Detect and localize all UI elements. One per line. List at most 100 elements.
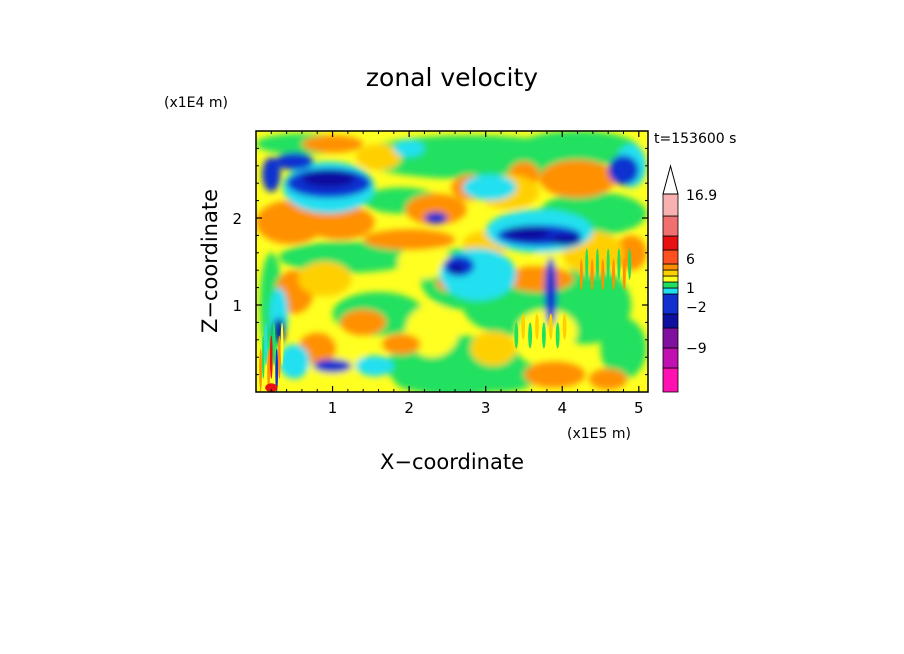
field-contour [264,322,268,366]
field-contour [262,157,281,192]
colorbar [662,164,679,393]
y-tick-label: 1 [232,297,242,315]
y-axis-title: Z−coordinate [198,189,222,333]
field-contour [424,211,448,225]
field-contour [313,358,352,373]
field-contour [589,368,628,390]
field-contour [539,159,616,198]
field-contour [275,348,279,392]
field-contour [617,248,621,280]
colorbar-segment [662,215,679,237]
y-unit-label: (x1E4 m) [164,95,228,111]
field-contour [562,313,567,340]
field-contour [462,357,540,392]
field-contour [600,318,647,379]
colorbar-segment [662,263,679,271]
colorbar-label: −9 [686,341,707,357]
field-contour [397,244,452,279]
field-contour [265,383,278,392]
field-contour [622,258,626,291]
field-contour [305,204,375,240]
field-contour [259,348,262,392]
field-contour [555,322,560,349]
field-contour [516,131,639,166]
field-contour [585,248,589,280]
field-contour [355,355,394,377]
field-contour [470,331,517,366]
field-contour [514,322,519,349]
x-tick-label: 1 [328,399,338,417]
field-contour [382,333,421,355]
field-contour [521,313,526,340]
field-contour [628,248,632,280]
heatmap-field [256,131,648,392]
field-contour [278,344,310,379]
colorbar-label: 1 [686,281,695,297]
plot-frame [255,130,649,393]
colorbar-segment [662,281,679,289]
field-contour [541,322,546,349]
field-contour [363,229,456,251]
field-contour [590,258,594,291]
field-contour [462,174,517,201]
y-tick-label: 2 [232,210,242,228]
x-axis-title: X−coordinate [380,450,524,474]
field-contour [523,361,586,388]
x-axis-ticks: 1 2 3 4 5 [270,131,644,417]
field-contour [579,258,583,291]
colorbar-labels: 16.9 6 1 −2 −9 [686,188,717,357]
field-contour [277,335,281,379]
colorbar-segment [662,269,679,277]
field-contour [256,200,325,245]
colorbar-segment [662,347,679,369]
field-contour [301,135,364,153]
colorbar-label: 16.9 [686,188,717,204]
colorbar-label: 6 [686,252,695,268]
colorbar-segment [662,275,679,283]
field-contour [275,152,314,171]
colorbar-segment [662,313,679,329]
time-label: t=153600 s [654,131,736,147]
colorbar-segment [662,193,679,217]
field-contour [393,365,456,392]
field-contour [548,313,553,340]
field-contour [535,313,539,340]
field-contour [504,226,551,241]
colorbar-segment [662,249,679,265]
field-contour [301,170,356,188]
x-unit-label: (x1E5 m) [567,426,631,442]
field-contour [448,263,465,274]
field-contour [267,348,271,392]
x-tick-label: 5 [634,399,644,417]
colorbar-segment [662,235,679,251]
colorbar-segment [662,293,679,315]
field-contour [608,155,639,185]
field-contour [269,335,273,379]
colorbar-segment [662,327,679,349]
y-axis-ticks: 12 [232,147,648,376]
field-contour [612,258,616,291]
colorbar-extend-arrow [662,164,679,195]
field-contour [550,233,582,246]
field-contour [355,144,402,171]
colorbar-segment [662,287,679,295]
field-contour [298,261,352,297]
field-contour [528,322,533,349]
field-contour [606,248,610,280]
field-contour [405,193,467,225]
x-tick-label: 2 [404,399,414,417]
x-tick-label: 4 [557,399,567,417]
field-contour [280,322,284,366]
colorbar-label: −2 [686,300,707,316]
x-tick-label: 3 [481,399,491,417]
field-contour [340,309,387,336]
colorbar-segment [662,367,679,393]
field-contour [601,258,605,291]
field-contour [544,257,557,327]
field-contour [595,248,599,280]
field-contour [393,139,425,158]
field-contour [272,322,276,366]
chart-title: zonal velocity [366,63,538,92]
field-contour [261,335,265,379]
